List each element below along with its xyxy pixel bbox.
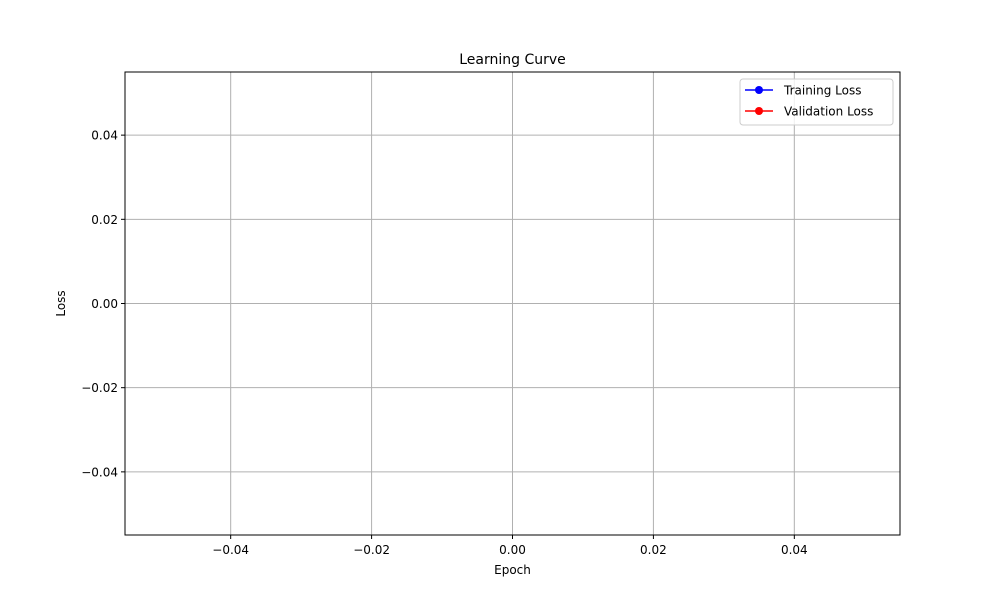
chart-title: Learning Curve — [459, 52, 566, 68]
legend: Training Loss Validation Loss — [739, 78, 894, 126]
legend-marker-1 — [755, 107, 763, 115]
x-tick-label: 0.04 — [781, 543, 808, 557]
x-axis-label: Epoch — [494, 563, 531, 577]
y-tick-label: −0.04 — [81, 465, 118, 479]
x-tick-label: −0.04 — [212, 543, 249, 557]
y-tick-label: 0.04 — [91, 129, 118, 143]
y-tick-label: −0.02 — [81, 381, 118, 395]
y-axis-ticks: −0.04 −0.02 0.00 0.02 0.04 — [81, 129, 125, 479]
legend-label-0: Training Loss — [783, 84, 861, 98]
legend-marker-0 — [755, 86, 763, 94]
x-tick-label: 0.00 — [499, 543, 526, 557]
y-axis-label: Loss — [54, 290, 68, 316]
x-axis-ticks: −0.04 −0.02 0.00 0.02 0.04 — [212, 535, 808, 557]
legend-box — [739, 78, 894, 126]
legend-label-1: Validation Loss — [784, 105, 873, 119]
grid-lines — [125, 72, 900, 535]
y-tick-label: 0.02 — [91, 213, 118, 227]
x-tick-label: −0.02 — [353, 543, 390, 557]
x-tick-label: 0.02 — [640, 543, 667, 557]
y-tick-label: 0.00 — [91, 297, 118, 311]
